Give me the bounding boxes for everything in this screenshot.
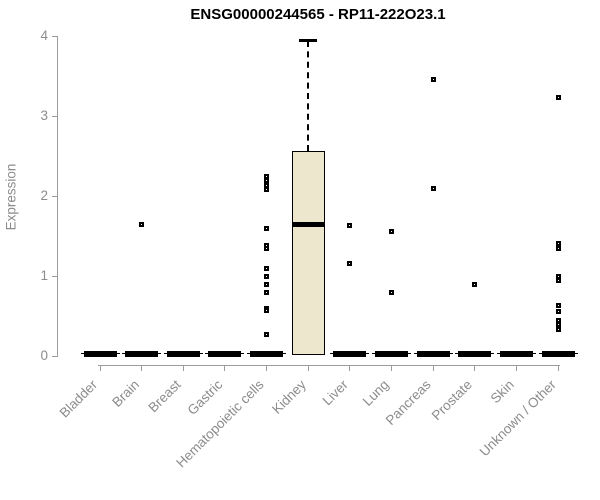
x-tick-label-text: Kidney	[268, 377, 309, 417]
x-tick	[515, 365, 517, 371]
x-tick	[141, 365, 143, 371]
outlier-point	[555, 277, 561, 283]
y-tick-label: 0	[40, 348, 48, 363]
outlier-point	[555, 303, 561, 309]
median-line	[291, 222, 325, 228]
x-tick-label-text: Bladder	[57, 377, 101, 421]
chart-title: ENSG00000244565 - RP11-222O23.1	[190, 6, 446, 23]
outlier-point	[264, 178, 270, 184]
outlier-point	[347, 223, 353, 229]
outlier-point	[347, 260, 353, 266]
outlier-point	[555, 240, 561, 246]
y-tick	[52, 35, 58, 37]
collapsed-box	[166, 351, 200, 357]
y-tick	[52, 195, 58, 197]
outlier-point	[264, 307, 270, 313]
x-tick-label-text: Pancreas	[382, 377, 434, 428]
outlier-point	[264, 226, 270, 232]
y-tick-label: 1	[40, 268, 48, 283]
x-tick	[432, 365, 434, 371]
x-tick-label-text: Unknown / Other	[476, 377, 559, 460]
outlier-point	[555, 245, 561, 251]
y-axis-label: Expression	[3, 163, 19, 231]
y-tick-label: 3	[40, 108, 48, 123]
outlier-point	[264, 331, 270, 337]
x-tick-label-text: Prostate	[429, 377, 476, 424]
y-tick-label: 2	[40, 188, 48, 203]
x-tick	[224, 365, 226, 371]
outlier-point	[555, 327, 561, 333]
outlier-point	[264, 289, 270, 295]
outlier-point	[264, 187, 270, 193]
outlier-point	[264, 245, 270, 251]
collapsed-box	[83, 351, 117, 357]
collapsed-box	[458, 351, 492, 357]
upper-whisker	[307, 40, 310, 152]
outlier-point	[264, 281, 270, 287]
x-tick-label-text: Liver	[319, 377, 351, 409]
outlier-point	[555, 317, 561, 323]
x-tick	[349, 365, 351, 371]
collapsed-box	[125, 351, 159, 357]
outlier-point	[388, 228, 394, 234]
collapsed-box	[250, 351, 284, 357]
box	[291, 151, 325, 355]
x-tick-label-text: Skin	[487, 377, 517, 407]
collapsed-box	[374, 351, 408, 357]
collapsed-box	[499, 351, 533, 357]
outlier-point	[555, 308, 561, 314]
y-tick	[52, 275, 58, 277]
outlier-point	[264, 273, 270, 279]
x-tick-label-text: Brain	[109, 377, 143, 410]
x-tick	[557, 365, 559, 371]
outlier-point	[430, 76, 436, 82]
outlier-point	[264, 173, 270, 179]
outlier-point	[139, 221, 145, 227]
x-axis-line	[98, 365, 560, 366]
x-tick-label-text: Breast	[145, 377, 184, 416]
x-tick	[182, 365, 184, 371]
collapsed-box	[333, 351, 367, 357]
y-tick	[52, 115, 58, 117]
x-tick	[390, 365, 392, 371]
x-tick	[99, 365, 101, 371]
y-tick	[52, 355, 58, 357]
x-tick-label-text: Lung	[360, 377, 393, 409]
x-tick	[266, 365, 268, 371]
y-tick-label: 4	[40, 28, 48, 43]
collapsed-box	[541, 351, 575, 357]
outlier-point	[472, 281, 478, 287]
outlier-point	[264, 266, 270, 272]
outlier-point	[555, 95, 561, 101]
collapsed-box	[208, 351, 242, 357]
x-tick	[474, 365, 476, 371]
outlier-point	[555, 322, 561, 328]
outlier-point	[388, 289, 394, 295]
outlier-point	[430, 185, 436, 191]
x-tick	[307, 365, 309, 371]
collapsed-box	[416, 351, 450, 357]
upper-whisker-cap	[299, 39, 318, 43]
